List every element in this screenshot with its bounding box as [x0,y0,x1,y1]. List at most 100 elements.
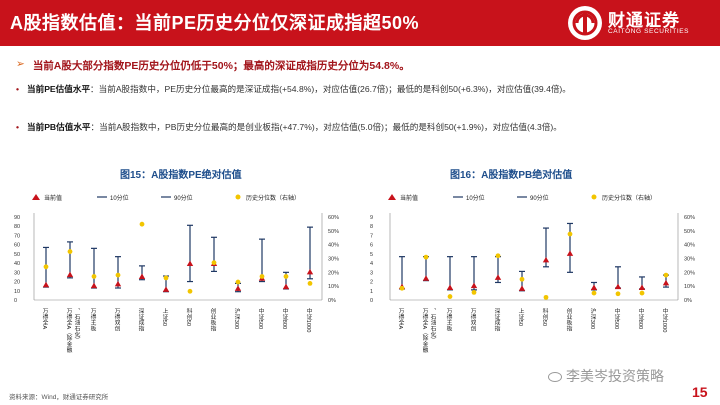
x-category-label: 万得双创 [469,308,476,333]
source-note: 资料来源：Wind，财通证券研究所 [9,394,109,401]
percentile-marker [399,285,405,291]
x-category-label: 万得主板 [89,308,96,333]
percentile-marker [43,264,49,270]
chart-pe: 当前值 10分位 90分位 历史分位数（右轴） 0 10 20 30 40 50 60 70 80 90 0… [14,194,339,354]
x-category-label: 万得全A（除金融 [421,308,428,354]
x-category-label: 中证1000 [305,307,312,332]
chart-title-pe: 图15：A股指数PE绝对估值 [120,170,242,181]
wechat-icon [548,372,562,383]
x-category-label: 创业板指 [565,307,572,332]
legend-current-label: 当前值 [400,194,418,202]
x-category-label: 科创50 [541,307,548,326]
y-left-tick: 90 [14,215,20,221]
legend-p90-label: 90分位 [530,194,549,202]
current-value-marker [42,281,50,288]
y-left-tick: 8 [370,224,373,230]
legend-current-marker [388,194,396,200]
current-value-marker [638,284,646,291]
y-right-tick: 60% [328,215,339,221]
percentile-marker [447,294,453,299]
percentile-marker [163,275,169,281]
y-left-tick: 40 [14,261,20,267]
current-value-marker [446,284,454,291]
percentile-marker [67,249,73,254]
x-category-label: 深证成指 [493,307,500,332]
y-left-tick: 7 [370,233,373,239]
current-value-marker [614,283,622,290]
x-category-label: 万得全A [397,308,404,329]
y-right-tick: 30% [684,257,695,263]
x-category-label: 万得全A（除金融 [65,308,72,354]
legend-p10-label: 10分位 [466,194,485,202]
y-right-tick: 0% [684,298,692,304]
current-value-marker [590,284,598,291]
percentile-marker [423,254,429,260]
logo-subtitle: CAITONG SECURITIES [608,28,690,35]
percentile-marker [211,260,217,266]
chart-title-pb: 图16：A股指数PB绝对估值 [450,170,573,181]
summary-pb-lead: 当前PB估值水平 [27,122,91,132]
current-value-marker [470,282,478,289]
summary-main-text: 当前A股大部分指数PE历史分位仍低于50%；最高的深证成指历史分位为54.8%。 [32,60,410,72]
y-right-tick: 40% [684,243,695,249]
current-value-marker [162,286,170,292]
x-category-label: 沪深300 [233,307,240,329]
y-left-tick: 2 [370,280,373,286]
x-category-label: 万得双创 [113,308,120,333]
y-right-tick: 20% [684,270,695,276]
y-left-tick: 1 [370,289,373,295]
percentile-marker [139,221,145,227]
percentile-marker [591,290,597,296]
current-value-marker [422,275,430,281]
chart-pb: 当前值 10分位 90分位 历史分位数（右轴） 0 1 2 3 4 5 6 7 8 9 0% 10% 20% 30… [370,194,695,354]
summary-pb: • 当前PB估值水平：当前A股指数中，PB历史分位最高的是创业板指(+47.7%… [16,120,716,135]
current-value-marker [234,285,242,291]
summary-pb-text: ：当前A股指数中，PB历史分位最高的是创业板指(+47.7%)，对应估值(5.0… [90,122,562,132]
current-value-marker [542,256,550,263]
percentile-marker [663,272,669,278]
percentile-marker [471,289,477,295]
y-right-tick: 0% [328,298,336,304]
logo-emblem-icon [568,6,602,40]
y-left-tick: 3 [370,270,373,276]
bullet-icon: • [16,84,20,94]
current-value-marker [306,268,314,275]
percentile-marker [543,294,549,300]
x-category-label: 上证50 [517,307,524,326]
x-category-label: 中证500 [257,307,264,329]
current-value-marker [282,283,290,290]
current-value-marker [566,250,574,256]
page-title: A股指数估值：当前PE历史分位仅深证成指超50% [10,13,420,33]
y-right-tick: 10% [328,284,339,290]
legend-pct-label: 历史分位数（右轴） [246,194,300,202]
watermark-text: 李美岑投资策略 [566,368,664,384]
y-left-tick: 20 [14,280,20,286]
arrow-icon: ➢ [16,58,25,70]
current-value-marker [114,280,122,287]
x-category-label: 沪深300 [589,307,596,329]
legend-current-marker [32,194,40,200]
header-bar: A股指数估值：当前PE历史分位仅深证成指超50% 财通证券 CAITONG SE… [0,0,720,46]
y-right-tick: 50% [684,229,695,235]
watermark: 李美岑投资策略 [548,366,664,386]
x-category-label: 深证成指 [137,307,144,332]
current-value-marker [494,274,502,280]
percentile-marker [519,276,525,282]
x-category-label: 创业板指 [209,307,216,332]
x-category-label: 万得全A [41,308,48,329]
x-category-label: 万得主板 [445,308,452,333]
current-value-marker [138,273,146,279]
x-category-label: 中证500 [613,307,620,329]
y-right-tick: 60% [684,215,695,221]
percentile-marker [235,279,241,285]
y-right-tick: 20% [328,270,339,276]
x-category-label: 、石油石化） [73,308,80,343]
y-right-tick: 40% [328,243,339,249]
summary-main: ➢ 当前A股大部分指数PE历史分位仍低于50%；最高的深证成指历史分位为54.8… [16,58,706,73]
percentile-marker [115,272,121,278]
legend-current-label: 当前值 [44,194,62,202]
x-category-label: 中证1000 [661,307,668,332]
y-left-tick: 60 [14,243,20,249]
summary-pe: • 当前PE估值水平：当前A股指数中，PE历史分位最高的是深证成指(+54.8%… [16,82,716,97]
company-logo: 财通证券 CAITONG SECURITIES [568,5,714,41]
